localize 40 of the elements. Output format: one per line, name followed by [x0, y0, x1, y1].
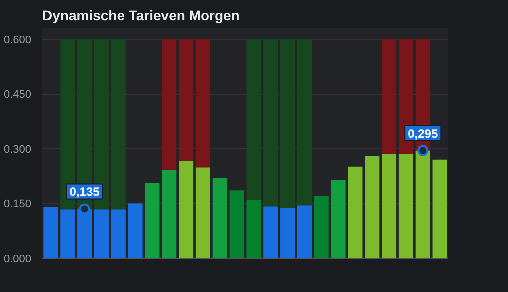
- bar: [162, 170, 177, 258]
- bar: [280, 39, 296, 208]
- data-label: 0,135: [70, 185, 100, 200]
- bar: [297, 39, 312, 206]
- bar: [44, 207, 58, 258]
- bar: [297, 206, 312, 258]
- y-tick-label: 0.450: [4, 89, 32, 102]
- bar: [382, 154, 397, 258]
- bar: [145, 183, 160, 258]
- bar: [179, 39, 194, 162]
- bar: [111, 210, 126, 258]
- bar: [365, 156, 380, 258]
- bar: [230, 190, 244, 258]
- y-tick-label: 0.000: [4, 254, 32, 266]
- bar: [246, 39, 262, 200]
- y-tick-label: 0.600: [4, 34, 32, 46]
- bar: [111, 39, 126, 210]
- bar: [264, 39, 278, 207]
- bar: [196, 168, 210, 258]
- bar: [162, 39, 177, 170]
- bar: [179, 161, 194, 258]
- bar: [314, 196, 329, 258]
- bar: [398, 154, 414, 258]
- y-tick-label: 0.300: [4, 144, 32, 156]
- bar: [382, 39, 397, 154]
- bar: [331, 180, 346, 258]
- y-tick-label: 0.150: [4, 198, 32, 211]
- bar: [196, 39, 210, 168]
- bar: [348, 166, 363, 258]
- bar: [212, 178, 228, 258]
- bar: [264, 206, 278, 258]
- bar: [416, 150, 430, 258]
- bar: [432, 160, 448, 258]
- bar: [60, 210, 76, 258]
- bar: [246, 200, 262, 258]
- bar: [94, 210, 109, 258]
- data-label: 0,295: [408, 126, 438, 141]
- bar: [280, 208, 296, 258]
- chart-title: Dynamische Tarieven Morgen: [42, 8, 240, 24]
- bar: [128, 204, 143, 258]
